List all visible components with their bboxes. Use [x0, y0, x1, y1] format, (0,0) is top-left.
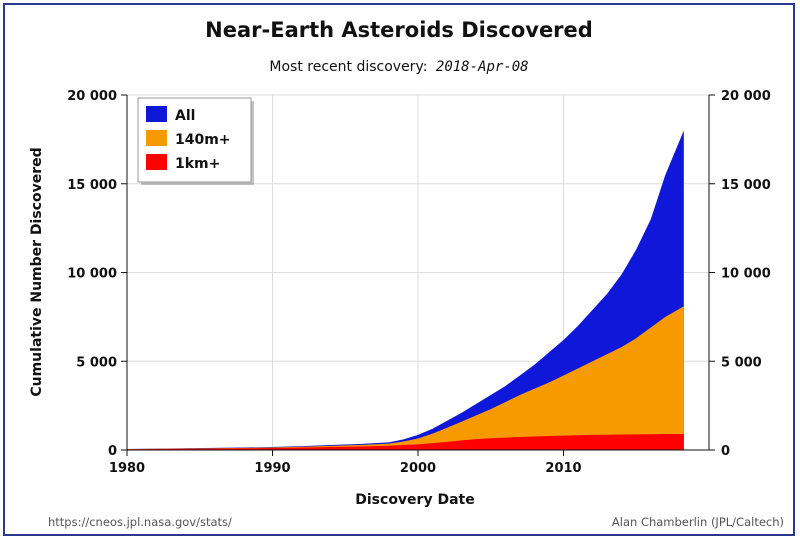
chart-title: Near-Earth Asteroids Discovered [205, 18, 593, 42]
footer-source-url: https://cneos.jpl.nasa.gov/stats/ [48, 515, 232, 529]
y-axis-label: Cumulative Number Discovered [29, 147, 45, 396]
legend-label: All [175, 108, 195, 124]
x-axis-ticks: 1980 1990 2000 2010 [109, 450, 582, 476]
x-tick-label: 2000 [400, 461, 436, 476]
legend: All 140m+ 1km+ [137, 97, 254, 185]
y-tick-label-right: 10 000 [721, 267, 771, 282]
legend-label: 140m+ [175, 132, 231, 148]
y-tick-label-right: 5 000 [721, 355, 762, 370]
footer-credit: Alan Chamberlin (JPL/Caltech) [612, 515, 784, 529]
series-area-140m [127, 306, 684, 450]
y-tick-label-left: 5 000 [76, 355, 117, 370]
y-tick-label-left: 0 [108, 444, 117, 459]
y-tick-label-left: 20 000 [67, 89, 117, 104]
y-axis-left-ticks: 0 5 000 10 000 15 000 20 000 [67, 89, 127, 459]
y-tick-label-left: 15 000 [67, 178, 117, 193]
y-tick-label-right: 20 000 [721, 89, 771, 104]
y-tick-label-right: 15 000 [721, 178, 771, 193]
y-axis-right-ticks: 0 5 000 10 000 15 000 20 000 [709, 89, 771, 459]
legend-label: 1km+ [175, 156, 220, 172]
subtitle-prefix: Most recent discovery: [269, 59, 427, 75]
y-tick-label-right: 0 [721, 444, 730, 459]
x-tick-label: 2010 [545, 461, 581, 476]
series-areas [127, 130, 684, 450]
x-tick-label: 1990 [254, 461, 290, 476]
x-tick-label: 1980 [109, 461, 145, 476]
subtitle-date: 2018-Apr-08 [436, 59, 529, 75]
y-tick-label-left: 10 000 [67, 267, 117, 282]
series-area-all [127, 130, 684, 450]
legend-swatch [146, 154, 167, 170]
x-axis-label: Discovery Date [355, 492, 474, 508]
legend-swatch [146, 130, 167, 146]
legend-swatch [146, 106, 167, 122]
chart-subtitle: Most recent discovery: 2018-Apr-08 [269, 59, 528, 75]
series-area-1km [127, 434, 684, 450]
